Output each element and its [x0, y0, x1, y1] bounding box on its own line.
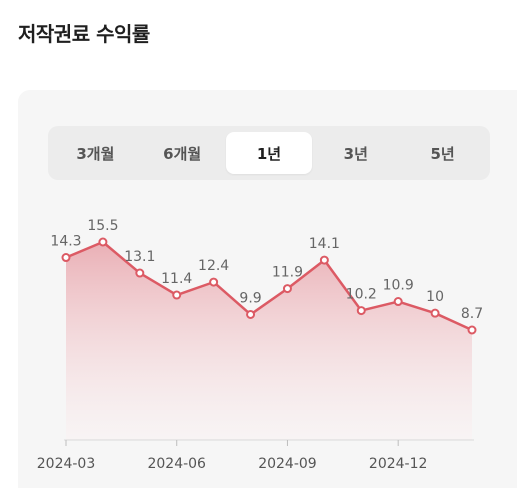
data-point[interactable] — [246, 309, 256, 319]
data-label: 11.9 — [272, 265, 303, 281]
data-point[interactable] — [393, 297, 403, 307]
data-label: 14.3 — [50, 234, 81, 250]
data-label: 12.4 — [198, 258, 229, 274]
data-label: 13.1 — [124, 249, 155, 265]
data-label: 9.9 — [239, 290, 261, 306]
data-point[interactable] — [356, 306, 366, 316]
data-label: 10.2 — [346, 287, 377, 303]
data-label: 10 — [426, 289, 444, 305]
data-point[interactable] — [467, 325, 477, 335]
x-tick-label: 2024-06 — [147, 456, 206, 472]
x-tick-label: 2024-09 — [258, 456, 317, 472]
data-point[interactable] — [319, 255, 329, 265]
series-area — [66, 242, 472, 440]
period-5y-button[interactable]: 5년 — [399, 132, 486, 174]
data-point[interactable] — [430, 308, 440, 318]
data-point[interactable] — [282, 284, 292, 294]
series-line — [65, 240, 473, 332]
data-point[interactable] — [98, 237, 108, 247]
data-point[interactable] — [61, 253, 71, 263]
data-label: 11.4 — [161, 271, 192, 287]
data-label: 8.7 — [461, 306, 483, 322]
data-point[interactable] — [209, 277, 219, 287]
period-3m-button[interactable]: 3개월 — [52, 132, 139, 174]
data-label: 14.1 — [309, 236, 340, 252]
period-1y-button[interactable]: 1년 — [225, 132, 313, 174]
data-label: 10.9 — [383, 278, 414, 294]
period-selector: 3개월 6개월 1년 3년 5년 — [48, 126, 490, 180]
data-label: 15.5 — [87, 218, 118, 234]
period-3y-button[interactable]: 3년 — [312, 132, 399, 174]
data-point[interactable] — [172, 290, 182, 300]
period-6m-button[interactable]: 6개월 — [139, 132, 226, 174]
data-point[interactable] — [135, 268, 145, 278]
x-tick-label: 2024-03 — [37, 456, 96, 472]
x-tick-label: 2024-12 — [369, 456, 428, 472]
page-title: 저작권료 수익률 — [18, 22, 150, 46]
